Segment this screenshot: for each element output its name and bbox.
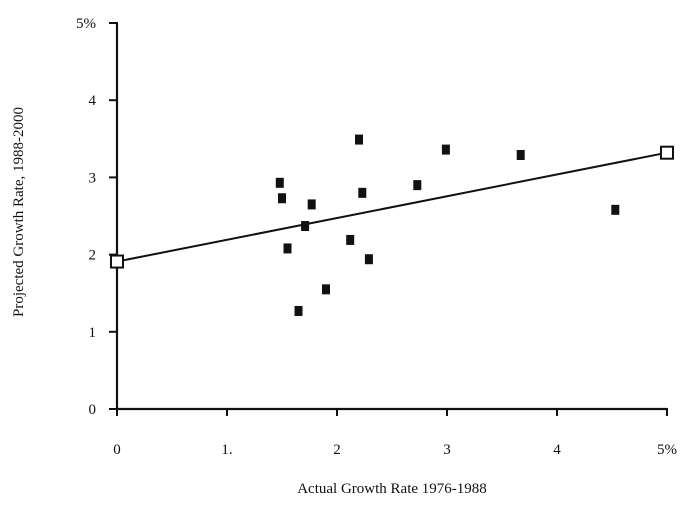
fit-line xyxy=(116,151,668,263)
y-tick-label: 3 xyxy=(89,170,97,186)
y-tick-label: 4 xyxy=(89,93,97,109)
data-point xyxy=(413,180,422,191)
data-point xyxy=(355,134,363,145)
x-tick-label: 3 xyxy=(443,442,451,458)
data-point xyxy=(301,221,310,232)
y-axis-ticks: 0 1 2 3 4 5% xyxy=(76,16,118,418)
y-tick-label: 1 xyxy=(89,325,97,341)
data-point xyxy=(611,204,620,215)
x-axis-title: Actual Growth Rate 1976-1988 xyxy=(297,481,487,497)
y-axis-title: Projected Growth Rate, 1988-2000 xyxy=(11,107,27,317)
data-point xyxy=(346,234,355,245)
x-tick-label: 2 xyxy=(333,442,341,458)
fit-line-end-marker xyxy=(660,145,674,160)
data-point xyxy=(278,193,286,204)
y-tick-label: 0 xyxy=(89,402,97,418)
y-tick-label: 5% xyxy=(76,16,96,32)
x-tick-label: 5% xyxy=(657,442,677,458)
data-point xyxy=(364,254,373,265)
y-tick-label: 2 xyxy=(89,248,97,264)
data-point xyxy=(294,305,303,316)
fit-line-start-marker xyxy=(110,254,124,269)
data-point xyxy=(441,144,450,155)
x-axis-ticks: 0 1. 2 3 4 5% xyxy=(113,408,677,458)
data-points xyxy=(275,134,620,316)
data-point xyxy=(283,243,292,254)
data-point xyxy=(275,177,284,188)
fit-line-group xyxy=(110,145,674,269)
data-point xyxy=(307,199,316,210)
data-point xyxy=(358,187,367,198)
x-tick-label: 4 xyxy=(553,442,561,458)
axes xyxy=(115,23,667,411)
x-tick-label: 0 xyxy=(113,442,121,458)
data-point xyxy=(322,284,330,295)
x-tick-label: 1. xyxy=(221,442,232,458)
data-point xyxy=(516,150,525,161)
